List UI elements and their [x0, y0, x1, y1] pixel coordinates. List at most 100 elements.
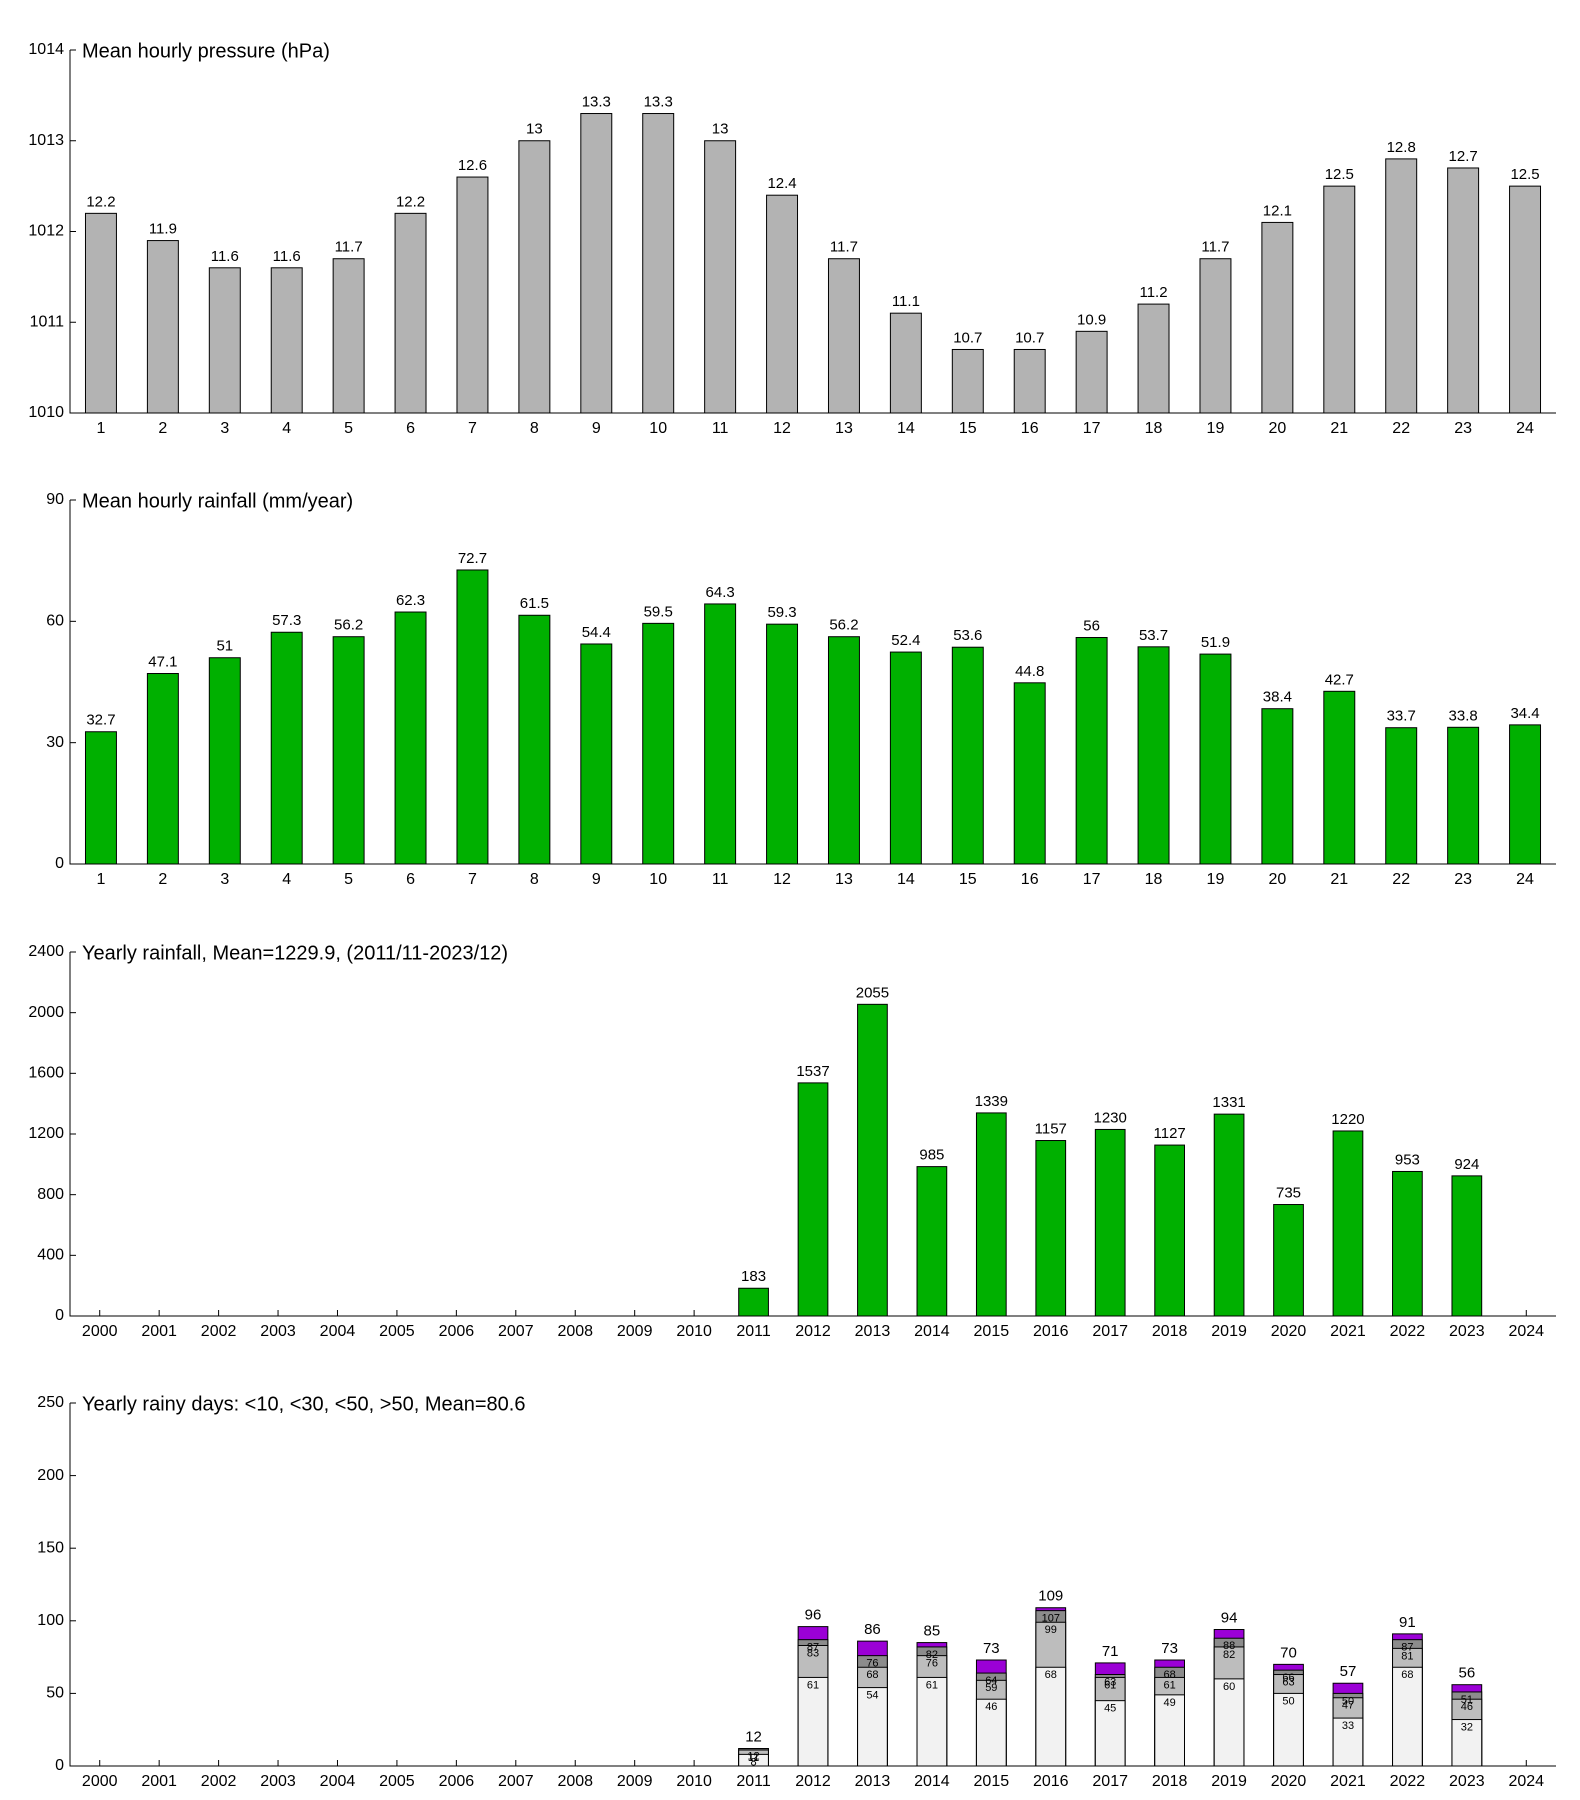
segment-label: 46 — [1461, 1701, 1473, 1713]
bar — [1213, 1113, 1245, 1317]
x-tick-label: 20 — [1268, 420, 1286, 437]
x-tick-label: 8 — [530, 871, 539, 888]
segment-label: 76 — [866, 1658, 878, 1670]
x-tick-label: 18 — [1145, 871, 1163, 888]
segment-label: 61 — [926, 1679, 938, 1691]
x-tick-label: 2016 — [1033, 1323, 1069, 1340]
x-tick-label: 22 — [1392, 871, 1410, 888]
x-tick-label: 2020 — [1271, 1323, 1307, 1340]
segment-label: 47 — [1342, 1700, 1354, 1712]
segment-label: 49 — [1164, 1697, 1176, 1709]
x-tick-label: 2015 — [974, 1773, 1010, 1790]
value-label: 924 — [1454, 1156, 1479, 1173]
bar — [1385, 727, 1418, 865]
bar — [208, 267, 241, 414]
value-label: 12.5 — [1325, 166, 1354, 183]
x-tick-label: 2018 — [1152, 1323, 1188, 1340]
bar-segment — [975, 1698, 1007, 1767]
segment-label: 60 — [1223, 1681, 1235, 1693]
value-label: 11.7 — [335, 239, 363, 256]
x-tick-label: 2001 — [141, 1773, 177, 1790]
value-label: 12 — [745, 1729, 762, 1746]
segment-label: 99 — [1045, 1624, 1057, 1636]
value-label: 38.4 — [1263, 689, 1292, 706]
segment-label: 68 — [1164, 1669, 1176, 1681]
bar — [518, 614, 551, 865]
bar — [704, 140, 737, 414]
bar — [1137, 646, 1170, 865]
y-tick-label: 60 — [46, 613, 64, 630]
x-tick-label: 2007 — [498, 1773, 534, 1790]
bar — [208, 657, 241, 865]
x-tick-label: 1 — [97, 420, 106, 437]
segment-label: 63 — [1282, 1676, 1294, 1688]
value-label: 1127 — [1154, 1125, 1186, 1142]
x-tick-label: 14 — [897, 871, 915, 888]
bar — [642, 622, 675, 865]
value-label: 11.7 — [1201, 239, 1229, 256]
x-tick-label: 2006 — [439, 1773, 475, 1790]
y-tick-label: 1600 — [28, 1065, 64, 1082]
bar — [1385, 158, 1418, 414]
value-label: 42.7 — [1325, 671, 1354, 688]
bar — [1137, 303, 1170, 414]
bar — [332, 258, 365, 414]
x-tick-label: 16 — [1021, 871, 1039, 888]
value-label: 86 — [864, 1621, 881, 1638]
x-tick-label: 3 — [220, 871, 229, 888]
bar — [580, 643, 613, 865]
x-tick-label: 2004 — [320, 1323, 356, 1340]
bar — [1273, 1204, 1304, 1317]
x-tick-label: 21 — [1330, 871, 1348, 888]
bar — [1035, 1140, 1067, 1317]
y-tick-label: 2000 — [28, 1004, 64, 1021]
value-label: 13.3 — [582, 93, 611, 110]
x-tick-label: 2014 — [914, 1323, 950, 1340]
x-tick-label: 19 — [1207, 420, 1225, 437]
segment-label: 81 — [1401, 1650, 1413, 1662]
value-label: 59.5 — [644, 603, 673, 620]
x-tick-label: 2 — [158, 871, 167, 888]
value-label: 71 — [1102, 1643, 1119, 1660]
x-tick-label: 23 — [1454, 871, 1472, 888]
bar — [1451, 1175, 1483, 1317]
bar — [1199, 653, 1232, 865]
bar-segment — [1332, 1717, 1364, 1767]
value-label: 57.3 — [272, 612, 301, 629]
value-label: 91 — [1399, 1614, 1416, 1631]
value-label: 64.3 — [706, 584, 735, 601]
x-tick-label: 13 — [835, 420, 853, 437]
value-label: 10.9 — [1077, 311, 1106, 328]
y-tick-label: 0 — [55, 855, 64, 872]
x-tick-label: 2006 — [439, 1323, 475, 1340]
value-label: 2055 — [856, 984, 889, 1001]
x-tick-label: 12 — [773, 420, 791, 437]
value-label: 12.6 — [458, 157, 487, 174]
bar-segment — [1035, 1666, 1067, 1767]
x-tick-label: 2007 — [498, 1323, 534, 1340]
value-label: 735 — [1276, 1184, 1301, 1201]
value-label: 1157 — [1035, 1120, 1067, 1137]
x-tick-label: 6 — [406, 871, 415, 888]
bar — [332, 636, 365, 865]
x-tick-label: 2002 — [201, 1323, 237, 1340]
x-tick-label: 2003 — [260, 1773, 296, 1790]
segment-label: 50 — [1342, 1695, 1354, 1707]
x-tick-label: 2013 — [855, 1773, 891, 1790]
x-tick-label: 2002 — [201, 1773, 237, 1790]
x-tick-label: 2000 — [82, 1323, 118, 1340]
x-tick-label: 5 — [344, 420, 353, 437]
x-tick-label: 14 — [897, 420, 915, 437]
value-label: 56 — [1458, 1665, 1475, 1682]
bar-segment — [1154, 1694, 1186, 1767]
segment-label: 61 — [1164, 1679, 1176, 1691]
bar — [1013, 348, 1046, 414]
value-label: 51 — [216, 638, 233, 655]
y-tick-label: 200 — [37, 1467, 64, 1484]
x-tick-label: 2008 — [557, 1323, 593, 1340]
segment-label: 82 — [926, 1649, 938, 1661]
value-label: 985 — [919, 1147, 944, 1164]
x-tick-label: 2012 — [795, 1323, 831, 1340]
x-tick-label: 2022 — [1390, 1773, 1426, 1790]
value-label: 12.1 — [1263, 202, 1292, 219]
